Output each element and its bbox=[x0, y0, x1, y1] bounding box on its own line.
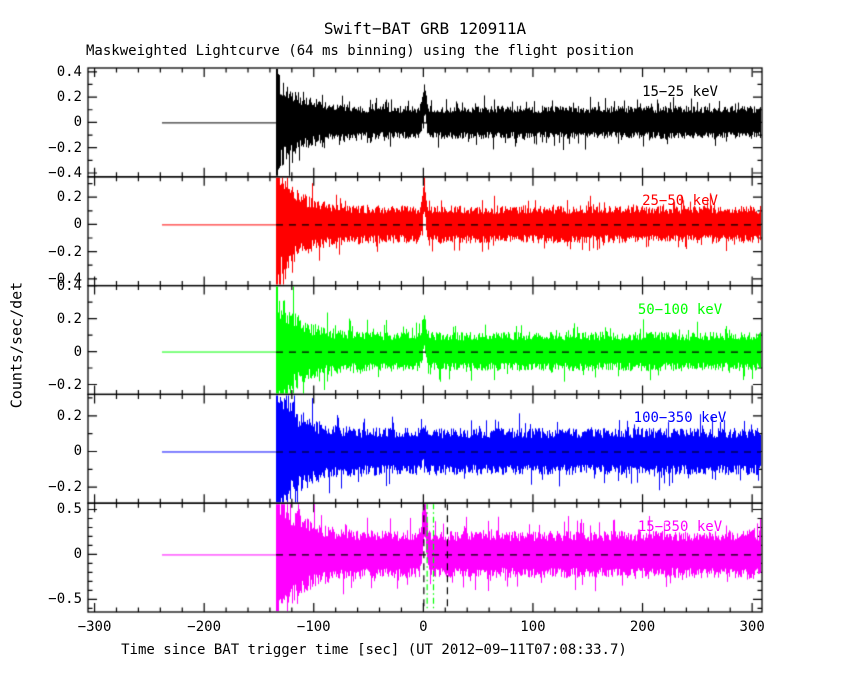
y-tick-label: 0 bbox=[73, 114, 82, 131]
x-tick-label: 300 bbox=[739, 619, 765, 635]
y-tick-label: 0.2 bbox=[56, 89, 82, 106]
y-tick-label: 0.5 bbox=[56, 501, 82, 518]
y-tick-label: 0.2 bbox=[56, 189, 82, 206]
figure-subtitle: Maskweighted Lightcurve (64 ms binning) … bbox=[86, 43, 634, 59]
y-tick-label: 0.2 bbox=[56, 310, 82, 327]
y-tick-label: 0 bbox=[73, 343, 82, 360]
y-tick-label: −0.4 bbox=[48, 270, 82, 287]
y-tick-label: 0.4 bbox=[56, 63, 82, 80]
y-tick-label: −0.2 bbox=[48, 139, 82, 156]
x-tick-label: −300 bbox=[77, 619, 112, 635]
page-title: Swift−BAT GRB 120911A bbox=[323, 19, 527, 38]
y-tick-label: −0.4 bbox=[48, 165, 82, 181]
y-tick-label: 0 bbox=[73, 443, 82, 460]
y-axis-label: Counts/sec/det bbox=[7, 281, 26, 409]
y-tick-label: 0.4 bbox=[56, 277, 82, 294]
y-tick-label: 0 bbox=[73, 546, 82, 563]
x-tick-label: 200 bbox=[629, 619, 656, 635]
x-tick-label: 0 bbox=[419, 619, 428, 635]
y-tick-label: −0.2 bbox=[48, 243, 82, 260]
x-tick-label: −100 bbox=[296, 619, 331, 635]
y-tick-label: −0.2 bbox=[48, 479, 82, 496]
x-axis-label: Time since BAT trigger time [sec] (UT 20… bbox=[121, 642, 627, 658]
y-tick-label: −0.5 bbox=[48, 591, 82, 608]
x-tick-label: −200 bbox=[187, 619, 222, 635]
y-tick-label: −0.2 bbox=[48, 376, 82, 393]
y-tick-label: 0.2 bbox=[56, 407, 82, 424]
y-tick-label: 0 bbox=[73, 216, 82, 233]
x-tick-label: 100 bbox=[520, 619, 546, 635]
